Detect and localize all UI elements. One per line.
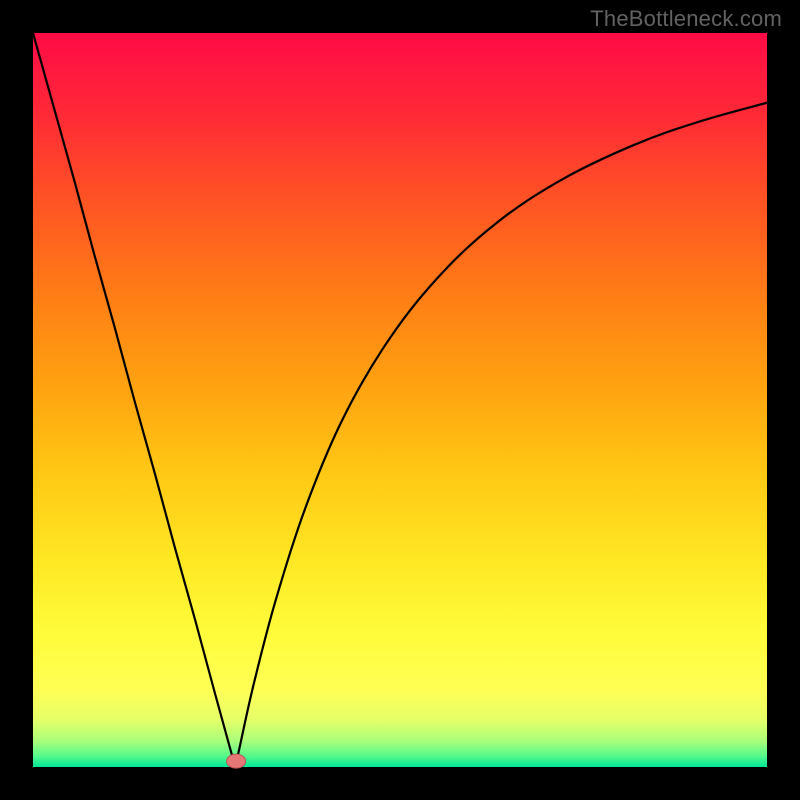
minimum-marker	[226, 754, 246, 769]
bottleneck-curve	[33, 33, 767, 767]
watermark-text: TheBottleneck.com	[590, 6, 782, 32]
plot-area	[33, 33, 767, 767]
